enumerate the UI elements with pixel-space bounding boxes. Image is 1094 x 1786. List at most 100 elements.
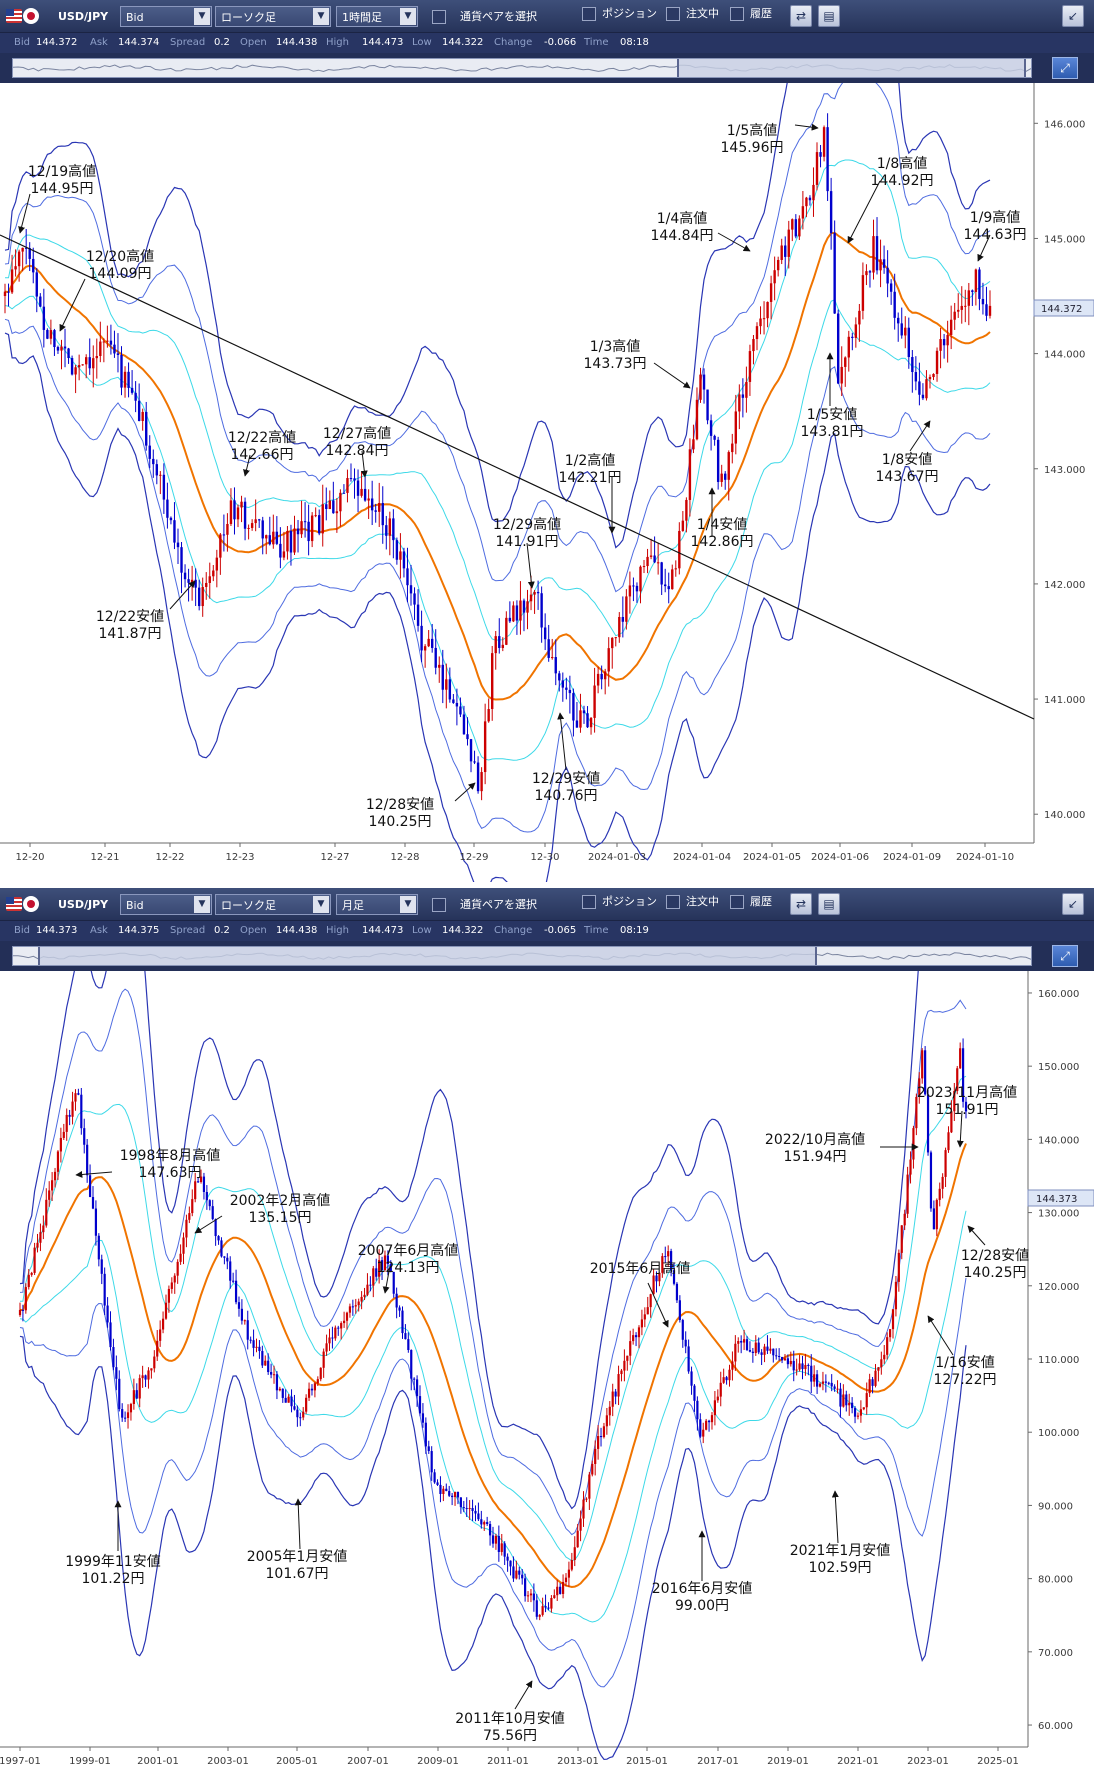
candle (886, 250, 889, 298)
position-checkbox[interactable] (582, 895, 596, 909)
candle (109, 1311, 112, 1351)
chart-settings-button[interactable]: ▤ (818, 893, 840, 915)
position-toggle[interactable]: ポジション (582, 891, 662, 912)
x-axis-tick-label: 2021-01 (837, 1756, 879, 1767)
candle-body (215, 557, 219, 571)
candle (567, 1561, 571, 1587)
candle-body (205, 1191, 208, 1201)
candle-body (859, 1409, 862, 1416)
candle (354, 1298, 357, 1314)
candle (897, 1249, 900, 1292)
candle (39, 293, 42, 308)
price-type-select[interactable]: Bid ▼ (120, 6, 212, 27)
orders-toggle[interactable]: 注文中 (666, 891, 726, 912)
navigator-window-handle[interactable] (38, 947, 818, 965)
candle-body (871, 1379, 874, 1386)
candle-body (755, 326, 759, 340)
candle-body (247, 527, 250, 529)
x-axis-tick-label: 2025-01 (977, 1756, 1019, 1767)
candle (404, 1324, 407, 1340)
candle-body (381, 503, 384, 526)
position-checkbox[interactable] (582, 7, 596, 21)
candle (865, 1382, 868, 1415)
candle-body (24, 1287, 27, 1311)
history-checkbox[interactable] (730, 7, 744, 21)
candle-body (807, 1364, 810, 1366)
candle (944, 1147, 947, 1188)
candle (424, 1417, 427, 1454)
candle (226, 513, 229, 552)
timeframe-select[interactable]: 月足 ▼ (336, 894, 418, 915)
price-annotation: 2015年6月高値 (590, 1260, 690, 1328)
chart-navigator[interactable]: ⤢ (0, 53, 1094, 83)
y-axis-tick-label: 160.000 (1038, 989, 1079, 1000)
candle-body (395, 540, 399, 560)
candle-body (928, 377, 932, 380)
candle (423, 644, 427, 668)
candle-body (261, 1351, 264, 1366)
refresh-chart-button[interactable]: ⇄ (790, 5, 812, 27)
candle-body (579, 710, 582, 728)
candle-body (833, 1386, 836, 1389)
candle (655, 1271, 658, 1293)
navigator-track[interactable] (12, 946, 1032, 966)
candle-body (115, 1367, 118, 1379)
candle (401, 1306, 404, 1339)
select-pair-checkbox[interactable] (432, 10, 446, 24)
annotation-value: 127.22円 (934, 1372, 997, 1388)
orders-toggle[interactable]: 注文中 (666, 3, 726, 24)
orders-checkbox[interactable] (666, 895, 680, 909)
candle-body (932, 1208, 935, 1230)
candle-body (868, 271, 872, 273)
candle (522, 598, 526, 632)
candle (847, 330, 850, 372)
y-axis-tick-label: 146.000 (1044, 119, 1085, 130)
position-toggle[interactable]: ポジション (582, 3, 662, 24)
select-pair-toggle[interactable]: 通貨ペアを選択 (432, 6, 572, 27)
orders-checkbox[interactable] (666, 7, 680, 21)
candle (94, 1200, 98, 1246)
select-pair-checkbox[interactable] (432, 898, 446, 912)
candle (328, 1328, 331, 1351)
candle-body (818, 1383, 822, 1387)
price-type-select[interactable]: Bid ▼ (120, 894, 212, 915)
x-axis-tick-label: 2024-01-04 (673, 852, 731, 863)
refresh-chart-button[interactable]: ⇄ (790, 893, 812, 915)
hourly-candlestick-chart[interactable]: 146.000 145.000 144.000 143.000 142.000 141.0… (0, 83, 1094, 882)
x-axis-tick-label: 2019-01 (767, 1756, 809, 1767)
chart-style-select[interactable]: ローソク足 ▼ (215, 894, 331, 915)
candle-body (719, 1382, 722, 1397)
annotation-label: 1/5高値 (727, 122, 778, 139)
collapse-icon[interactable]: ↙ (1062, 893, 1084, 915)
candle (243, 497, 247, 541)
candle-body (801, 206, 805, 219)
collapse-icon[interactable]: ↙ (1062, 5, 1084, 27)
history-toggle[interactable]: 履歴 (730, 891, 790, 912)
candle-body (268, 535, 271, 545)
chart-navigator[interactable]: ⤢ (0, 941, 1094, 971)
candle-body (290, 1396, 293, 1407)
chart-style-select[interactable]: ローソク足 ▼ (215, 6, 331, 27)
history-checkbox[interactable] (730, 895, 744, 909)
candle (370, 480, 374, 526)
x-axis-tick-label: 12-20 (15, 852, 44, 863)
expand-icon[interactable]: ⤢ (1052, 945, 1078, 967)
history-toggle[interactable]: 履歴 (730, 3, 790, 24)
timeframe-select[interactable]: 1時間足 ▼ (336, 6, 418, 27)
navigator-window-handle[interactable] (676, 59, 1026, 77)
candle (416, 589, 420, 632)
candle (685, 497, 688, 533)
candle (155, 459, 159, 485)
candle (257, 518, 261, 528)
select-pair-toggle[interactable]: 通貨ペアを選択 (432, 894, 572, 915)
expand-icon[interactable]: ⤢ (1052, 57, 1078, 79)
navigator-track[interactable] (12, 58, 1032, 78)
candle-body (964, 305, 967, 307)
candle (632, 1328, 635, 1345)
chart-settings-button[interactable]: ▤ (818, 5, 840, 27)
candle (961, 1038, 965, 1108)
annotation-arrow (557, 712, 567, 771)
monthly-candlestick-chart[interactable]: 160.000 150.000 140.000 130.000 120.000 110.0… (0, 971, 1094, 1786)
